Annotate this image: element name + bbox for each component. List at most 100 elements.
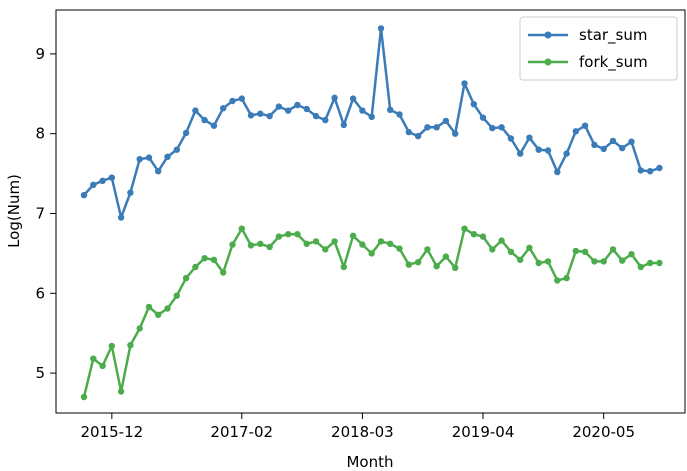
- data-point-fork-sum: [266, 243, 273, 251]
- data-point-star-sum: [359, 107, 366, 114]
- data-point-star-sum: [591, 141, 598, 149]
- data-point-star-sum: [173, 146, 180, 153]
- data-point-star-sum: [155, 168, 162, 175]
- data-point-star-sum: [405, 128, 412, 136]
- y-tick-label: 8: [35, 125, 45, 143]
- data-point-fork-sum: [535, 259, 542, 267]
- data-point-fork-sum: [581, 248, 589, 255]
- data-point-star-sum: [619, 144, 626, 152]
- data-point-fork-sum: [238, 225, 245, 232]
- legend-label-fork-sum: fork_sum: [579, 53, 648, 72]
- y-tick-label: 6: [35, 284, 45, 302]
- data-point-star-sum: [136, 156, 143, 163]
- data-point-star-sum: [90, 181, 97, 188]
- data-point-star-sum: [275, 103, 283, 110]
- data-point-star-sum: [563, 150, 570, 157]
- data-point-star-sum: [470, 101, 477, 108]
- data-point-star-sum: [387, 106, 394, 114]
- data-point-star-sum: [544, 147, 552, 154]
- data-point-fork-sum: [285, 231, 292, 238]
- data-point-star-sum: [322, 116, 329, 124]
- data-point-star-sum: [554, 168, 561, 176]
- data-point-star-sum: [238, 95, 245, 102]
- data-point-star-sum: [80, 191, 88, 199]
- legend: star_sum fork_sum: [519, 16, 678, 81]
- data-point-star-sum: [479, 114, 487, 121]
- data-point-star-sum: [442, 117, 450, 125]
- data-point-star-sum: [628, 138, 635, 145]
- data-point-fork-sum: [414, 259, 422, 266]
- x-tick-label: 2019-04: [452, 423, 515, 441]
- data-point-star-sum: [312, 112, 320, 120]
- y-axis-label: Log(Num): [5, 174, 23, 248]
- data-point-fork-sum: [424, 246, 431, 253]
- data-point-star-sum: [517, 150, 524, 157]
- data-point-fork-sum: [210, 256, 218, 263]
- data-point-star-sum: [637, 167, 644, 174]
- data-point-star-sum: [572, 128, 579, 135]
- data-point-fork-sum: [322, 246, 329, 253]
- data-point-fork-sum: [303, 240, 310, 247]
- data-point-fork-sum: [275, 233, 283, 240]
- data-point-fork-sum: [526, 244, 533, 251]
- data-point-fork-sum: [201, 255, 208, 262]
- data-point-fork-sum: [554, 277, 561, 284]
- data-point-star-sum: [424, 124, 431, 131]
- data-point-fork-sum: [452, 264, 459, 271]
- data-point-fork-sum: [637, 263, 644, 271]
- data-point-fork-sum: [609, 246, 617, 253]
- data-point-fork-sum: [470, 231, 477, 238]
- data-point-fork-sum: [80, 393, 88, 401]
- data-point-star-sum: [396, 111, 403, 118]
- data-point-fork-sum: [544, 258, 552, 265]
- data-point-fork-sum: [117, 388, 125, 395]
- x-tick-label: 2018-03: [331, 423, 394, 441]
- data-point-fork-sum: [461, 225, 468, 232]
- data-point-fork-sum: [498, 237, 505, 244]
- x-axis: 2015-12 2017-02 2018-03 2019-04 2020-05: [80, 413, 635, 441]
- data-point-fork-sum: [155, 311, 162, 318]
- data-point-star-sum: [108, 174, 116, 181]
- x-axis-label: Month: [346, 453, 393, 471]
- data-point-fork-sum: [387, 240, 394, 247]
- y-tick-label: 7: [35, 204, 45, 222]
- data-point-star-sum: [266, 112, 273, 120]
- data-point-star-sum: [145, 154, 153, 161]
- data-point-star-sum: [377, 25, 385, 32]
- data-point-fork-sum: [442, 253, 450, 260]
- data-point-fork-sum: [507, 248, 515, 255]
- data-point-star-sum: [247, 112, 255, 119]
- data-point-fork-sum: [99, 362, 106, 370]
- data-point-star-sum: [461, 80, 468, 87]
- data-point-star-sum: [257, 110, 264, 117]
- data-point-fork-sum: [173, 292, 180, 299]
- data-point-star-sum: [452, 130, 459, 137]
- data-point-star-sum: [600, 145, 607, 153]
- data-point-star-sum: [303, 105, 310, 113]
- data-point-star-sum: [182, 129, 190, 137]
- data-point-star-sum: [340, 121, 347, 129]
- data-point-star-sum: [498, 124, 505, 131]
- data-point-star-sum: [414, 132, 422, 140]
- y-axis: 5 6 7 8 9: [35, 45, 56, 382]
- data-point-fork-sum: [600, 258, 607, 265]
- data-point-fork-sum: [396, 245, 403, 252]
- x-tick-label: 2020-05: [572, 423, 635, 441]
- data-point-fork-sum: [331, 238, 338, 245]
- data-point-star-sum: [368, 113, 375, 121]
- x-tick-label: 2015-12: [80, 423, 143, 441]
- data-point-fork-sum: [591, 258, 598, 265]
- data-point-fork-sum: [359, 241, 366, 248]
- legend-box: [519, 16, 678, 81]
- data-point-fork-sum: [220, 269, 227, 276]
- legend-label-star-sum: star_sum: [579, 26, 648, 45]
- legend-marker-fork-sum: [544, 58, 552, 66]
- series-fork-sum: [80, 225, 663, 401]
- data-point-fork-sum: [349, 232, 357, 239]
- data-point-fork-sum: [619, 257, 626, 264]
- data-point-star-sum: [127, 189, 134, 196]
- data-point-star-sum: [285, 107, 292, 114]
- data-point-star-sum: [192, 107, 199, 114]
- data-point-fork-sum: [646, 259, 654, 267]
